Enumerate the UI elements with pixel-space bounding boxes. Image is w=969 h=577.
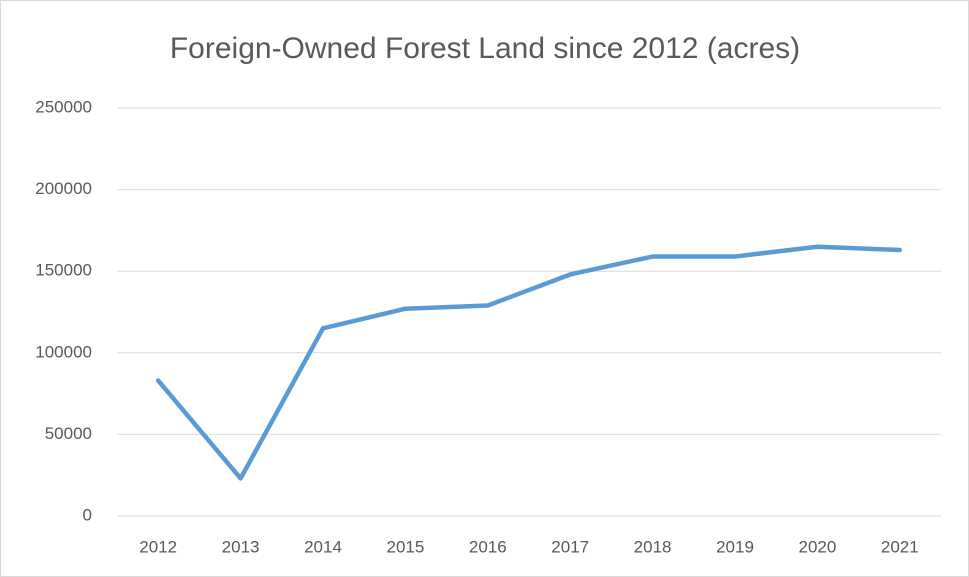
x-tick-label: 2015 — [386, 537, 424, 556]
x-tick-label: 2013 — [222, 537, 260, 556]
x-tick-label: 2021 — [881, 537, 919, 556]
y-tick-label: 150000 — [35, 261, 92, 280]
y-tick-label: 50000 — [45, 424, 92, 443]
y-tick-label: 250000 — [35, 97, 92, 116]
x-tick-label: 2018 — [634, 537, 672, 556]
x-tick-label: 2019 — [716, 537, 754, 556]
x-tick-label: 2017 — [551, 537, 589, 556]
x-tick-label: 2014 — [304, 537, 342, 556]
x-tick-label: 2020 — [798, 537, 836, 556]
chart-title: Foreign-Owned Forest Land since 2012 (ac… — [170, 32, 800, 65]
data-line — [155, 244, 903, 481]
x-tick-label: 2012 — [139, 537, 177, 556]
y-tick-label: 200000 — [35, 179, 92, 198]
y-tick-label: 0 — [83, 505, 92, 524]
y-tick-label: 100000 — [35, 342, 92, 361]
x-tick-label: 2016 — [469, 537, 507, 556]
